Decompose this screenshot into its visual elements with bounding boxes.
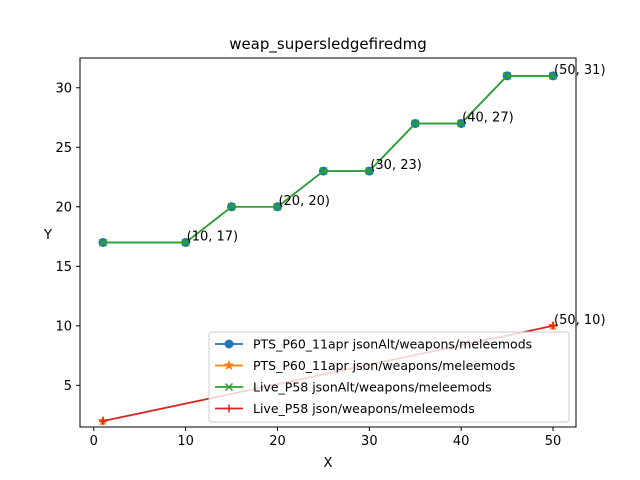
series-3 <box>98 71 558 247</box>
marker-stroke <box>98 238 107 247</box>
data-point <box>319 167 328 176</box>
legend-label: Live_P58 jsonAlt/weapons/meleemods <box>253 380 492 395</box>
legend-label: PTS_P60_11apr json/weapons/meleemods <box>253 358 515 373</box>
data-point <box>227 202 236 211</box>
marker-stroke <box>273 202 282 211</box>
series-1 <box>98 71 558 247</box>
x-axis-label: X <box>324 456 333 471</box>
point-annotation: (40, 27) <box>462 110 514 125</box>
marker-stroke <box>224 382 234 392</box>
data-point <box>181 238 190 247</box>
x-tick-label: 40 <box>453 434 470 449</box>
legend-entry-3: Live_P58 jsonAlt/weapons/meleemods <box>215 380 492 395</box>
series-line <box>102 74 554 244</box>
y-tick-label: 30 <box>55 81 72 96</box>
chart-title: weap_supersledgefiredmg <box>229 35 427 54</box>
point-annotation: (50, 31) <box>554 63 606 78</box>
legend-box <box>208 331 570 423</box>
data-point <box>98 417 107 426</box>
legend-marker <box>223 359 235 371</box>
point-annotation: (10, 17) <box>187 230 239 245</box>
y-tick-label: 20 <box>55 200 72 215</box>
legend-label: Live_P58 json/weapons/meleemods <box>253 401 475 416</box>
point-annotation: (30, 23) <box>370 158 422 173</box>
data-point <box>273 202 282 211</box>
plot-frame <box>79 57 577 428</box>
data-point <box>457 119 466 128</box>
legend-marker <box>224 382 234 392</box>
legend-label: PTS_P60_11apr jsonAlt/weapons/meleemods <box>253 337 532 352</box>
data-point <box>411 119 420 128</box>
data-point <box>503 71 512 80</box>
legend-marker <box>225 404 233 413</box>
marker-stroke <box>549 71 558 80</box>
marker-stroke <box>503 71 512 80</box>
data-point <box>549 71 558 80</box>
marker-stroke <box>365 167 374 176</box>
x-tick-label: 20 <box>269 434 286 449</box>
point-annotation: (20, 20) <box>278 194 330 209</box>
y-axis-label: Y <box>43 228 52 243</box>
data-point <box>98 238 107 247</box>
x-tick-label: 30 <box>361 434 378 449</box>
legend-entry-1: PTS_P60_11apr jsonAlt/weapons/meleemods <box>215 337 532 352</box>
y-tick-label: 5 <box>64 379 72 394</box>
y-tick-label: 10 <box>55 319 72 334</box>
legend-marker <box>224 339 234 349</box>
axes: 0 10 20 30 40 50 5 10 15 20 25 30 <box>55 81 561 449</box>
marker-stroke <box>181 238 190 247</box>
point-annotation: (50, 10) <box>554 313 606 328</box>
legend-entry-4: Live_P58 json/weapons/meleemods <box>215 401 475 416</box>
marker-stroke <box>411 119 420 128</box>
data-point <box>365 167 374 176</box>
legend: PTS_P60_11apr jsonAlt/weapons/meleemods P… <box>208 331 570 423</box>
x-tick-label: 0 <box>90 434 98 449</box>
marker-stroke <box>227 202 236 211</box>
y-tick-label: 15 <box>55 260 72 275</box>
data-point <box>549 321 558 330</box>
legend-entry-2: PTS_P60_11apr json/weapons/meleemods <box>215 358 515 373</box>
marker-stroke <box>457 119 466 128</box>
marker-stroke <box>319 167 328 176</box>
series-line <box>102 74 554 244</box>
x-tick-label: 50 <box>545 434 562 449</box>
x-tick-label: 10 <box>177 434 194 449</box>
y-tick-label: 25 <box>55 141 72 156</box>
